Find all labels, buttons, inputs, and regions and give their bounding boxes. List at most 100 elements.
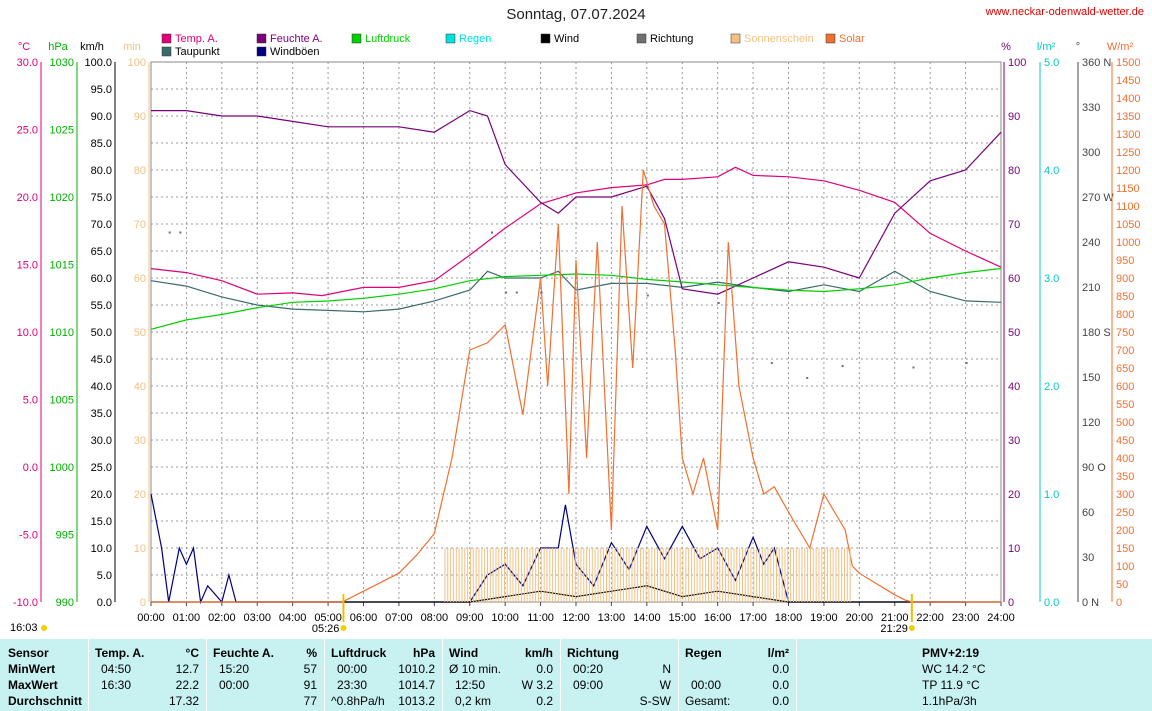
header-pressure: Luftdruck [331, 646, 387, 660]
x-tick-label: 11:00 [527, 612, 554, 624]
header-rain: Regen [685, 646, 722, 660]
axis-tick-solar: 100 [1116, 561, 1134, 573]
direction-point [806, 377, 809, 379]
hum-max-value: 91 [303, 678, 317, 692]
axis-tick-sun: 70 [134, 219, 146, 231]
x-tick-label: 02:00 [208, 612, 236, 624]
axis-tick-direction: 60 [1082, 507, 1094, 519]
axis-tick-solar: 550 [1116, 399, 1134, 411]
axis-tick-rain: 5.0 [1044, 57, 1059, 69]
dir-avg-value: S-SW [639, 694, 671, 708]
axis-tick-humidity: 70 [1008, 219, 1020, 231]
axis-tick-rain: 3.0 [1044, 273, 1059, 285]
legend-swatch [256, 33, 267, 44]
series-sunshine [444, 548, 851, 602]
header-direction: Richtung [567, 646, 619, 660]
temp-max-value: 22.2 [175, 678, 199, 692]
axis-tick-solar: 750 [1116, 327, 1134, 339]
wind-distance: 0,2 km [455, 694, 492, 708]
direction-point [491, 231, 493, 234]
axis-tick-temp: 25.0 [17, 125, 38, 137]
col-sensor: Sensor MinWert MaxWert Durchschnitt [0, 639, 88, 711]
x-tick-label: 04:00 [279, 612, 307, 624]
wind-min-value: 0.0 [536, 662, 553, 676]
axis-tick-temp: -10.0 [13, 597, 38, 609]
axis-tick-wind: 70.0 [91, 219, 112, 231]
x-tick-label: 20:00 [846, 612, 874, 624]
legend-swatch [540, 33, 551, 44]
sunrise-icon [340, 625, 347, 631]
legend-swatch [636, 33, 647, 44]
axis-tick-solar: 50 [1116, 579, 1128, 591]
legend-swatch [161, 46, 172, 57]
axis-tick-pressure: 1000 [50, 462, 74, 474]
axis-tick-temp: 15.0 [17, 260, 38, 272]
axis-tick-pressure: 995 [56, 530, 74, 542]
axis-tick-solar: 1500 [1116, 57, 1140, 69]
header-humidity-unit: % [306, 646, 317, 660]
pmv-windchill: WC 14.2 °C [922, 662, 986, 676]
axis-tick-solar: 700 [1116, 345, 1134, 357]
axis-tick-temp: -5.0 [19, 530, 38, 542]
direction-point [505, 291, 508, 294]
axis-tick-humidity: 50 [1008, 327, 1020, 339]
dir-min-time: 00:20 [573, 662, 604, 676]
header-rain-unit: l/m² [767, 646, 789, 660]
axis-tick-humidity: 80 [1008, 165, 1020, 177]
x-tick-label: 10:00 [491, 612, 519, 624]
axis-tick-humidity: 90 [1008, 111, 1020, 123]
x-tick-label: 15:00 [668, 612, 696, 624]
pmv-dewpoint: TP 11.9 °C [922, 678, 980, 692]
sunset-time: 21:29 [880, 623, 908, 635]
direction-point [515, 291, 518, 294]
dir-max-value: W [659, 678, 671, 692]
axis-tick-humidity: 0 [1008, 597, 1014, 609]
axis-tick-direction: 270 W [1082, 192, 1114, 204]
x-tick-label: 03:00 [243, 612, 271, 624]
axis-tick-wind: 100.0 [84, 57, 112, 69]
legend-swatch [161, 33, 172, 44]
legend-swatch [445, 33, 456, 44]
axis-tick-wind: 35.0 [91, 408, 112, 420]
direction-point [646, 294, 649, 297]
website-link[interactable]: www.neckar-odenwald-wetter.de [985, 6, 1144, 18]
wind-avg-value: 0.2 [536, 694, 553, 708]
axis-tick-direction: 30 [1082, 552, 1094, 564]
header-temp: Temp. A. [95, 646, 145, 660]
axis-tick-direction: 180 S [1082, 327, 1111, 339]
header-temp-unit: °C [185, 646, 199, 660]
axis-tick-pressure: 1010 [50, 327, 74, 339]
direction-point [179, 231, 182, 234]
x-tick-label: 13:00 [598, 612, 626, 624]
axis-tick-sun: 0 [140, 597, 146, 609]
wind-max-time: 12:50 [455, 678, 486, 692]
x-tick-label: 07:00 [385, 612, 413, 624]
axis-tick-direction: 150 [1082, 372, 1100, 384]
series-line-solar [151, 169, 1001, 603]
axis-tick-direction: 90 O [1082, 462, 1106, 474]
x-tick-label: 18:00 [775, 612, 803, 624]
axis-tick-temp: 10.0 [17, 327, 38, 339]
col-wind: Wind km/h Ø 10 min. 0.0 12:50 W 3.2 0,2 … [442, 639, 561, 711]
axis-tick-solar: 1350 [1116, 111, 1140, 123]
col-pmv: PMV+2:19 WC 14.2 °C TP 11.9 °C 1.1hPa/3h [796, 639, 1152, 711]
rain-max-time: 00:00 [691, 678, 722, 692]
axis-tick-wind: 60.0 [91, 273, 112, 285]
series-line-temp-a- [150, 166, 1002, 297]
dir-min-value: N [662, 662, 671, 676]
axis-tick-rain: 2.0 [1044, 381, 1059, 393]
hum-max-time: 00:00 [219, 678, 250, 692]
axis-tick-solar: 950 [1116, 255, 1134, 267]
axis-unit-rain: l/m² [1037, 41, 1056, 53]
axis-tick-direction: 120 [1082, 417, 1100, 429]
legend-label: Feuchte A. [270, 33, 323, 45]
axis-tick-pressure: 1005 [50, 395, 74, 407]
axis-tick-pressure: 1030 [50, 57, 74, 69]
axis-tick-wind: 55.0 [91, 300, 112, 312]
axis-tick-humidity: 30 [1008, 435, 1020, 447]
axis-tick-sun: 100 [128, 57, 146, 69]
sunset-icon [908, 625, 915, 631]
axis-tick-direction: 300 [1082, 147, 1100, 159]
rain-min-value: 0.0 [772, 662, 789, 676]
axis-tick-wind: 75.0 [91, 192, 112, 204]
